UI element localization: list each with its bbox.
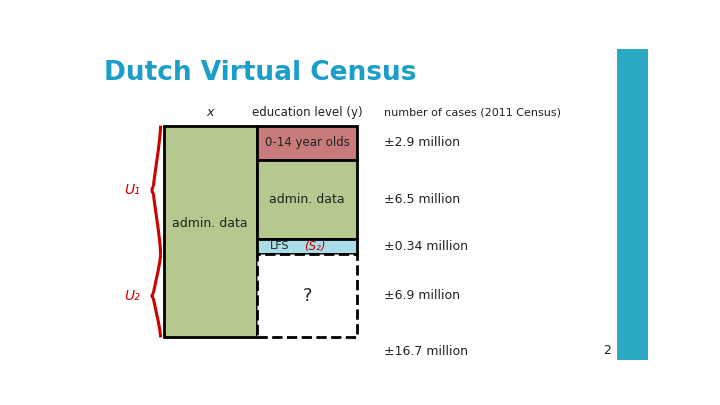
Text: education level (y): education level (y)	[252, 106, 362, 119]
Text: Dutch Virtual Census: Dutch Virtual Census	[104, 60, 416, 86]
Text: number of cases (2011 Census): number of cases (2011 Census)	[384, 107, 562, 117]
Text: (S₂): (S₂)	[304, 240, 325, 253]
Bar	[256, 126, 357, 160]
Text: 2: 2	[603, 343, 611, 356]
Bar	[163, 126, 256, 337]
Bar	[256, 160, 357, 239]
Text: ±0.34 million: ±0.34 million	[384, 240, 469, 253]
Bar	[617, 49, 648, 360]
Text: ±6.9 million: ±6.9 million	[384, 289, 461, 302]
Text: ±16.7 million: ±16.7 million	[384, 345, 469, 358]
Text: U₁: U₁	[124, 183, 140, 197]
Text: LFS: LFS	[270, 241, 289, 252]
Text: admin. data: admin. data	[269, 193, 345, 206]
Bar	[256, 239, 357, 254]
Text: ±6.5 million: ±6.5 million	[384, 193, 461, 206]
Text: ?: ?	[302, 287, 312, 305]
Text: x: x	[207, 106, 214, 119]
Text: admin. data: admin. data	[172, 217, 248, 230]
Text: U₂: U₂	[124, 289, 140, 303]
Text: 0-14 year olds: 0-14 year olds	[264, 136, 349, 149]
Bar	[256, 254, 357, 337]
Text: ±2.9 million: ±2.9 million	[384, 136, 461, 149]
